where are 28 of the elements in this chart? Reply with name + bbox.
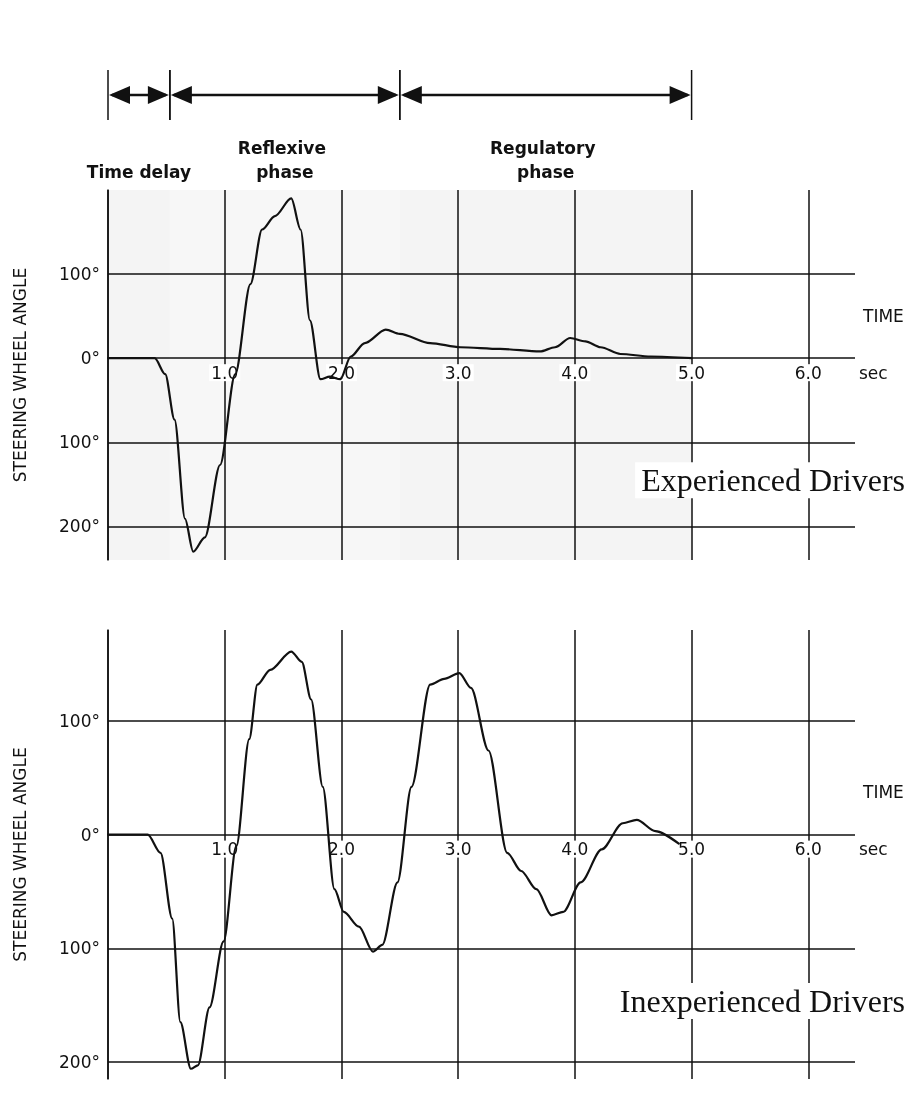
text: sec (859, 839, 888, 860)
y-tick-label: 0° (80, 824, 100, 845)
x-tick-label: 5.0 (678, 362, 706, 383)
x-tick-label: 6.0 (794, 362, 822, 383)
x-tick-label: 3.0 (444, 839, 472, 860)
band-label: Regulatory phase (490, 138, 602, 182)
x-axis-title: TIME (862, 782, 904, 803)
band-label: Time delay (86, 162, 192, 182)
y-tick-label: 200° (59, 516, 100, 537)
x-tick-label: 5.0 (678, 839, 706, 860)
text: sec (859, 362, 888, 383)
y-tick-label: 100° (59, 264, 100, 285)
x-tick-label: 6.0 (794, 839, 822, 860)
text: Experienced Drivers (641, 462, 905, 499)
y-axis-title: STEERING WHEEL ANGLE (9, 267, 30, 483)
x-axis-title: TIME (862, 305, 904, 326)
y-tick-label: 0° (80, 348, 100, 369)
y-axis-title: STEERING WHEEL ANGLE (9, 747, 30, 962)
band-label: Reflexive phase (237, 138, 332, 182)
x-tick-label: 3.0 (444, 362, 472, 383)
y-tick-label: 200° (59, 1051, 100, 1072)
x-tick-label: 2.0 (327, 839, 355, 860)
text: Inexperienced Drivers (619, 983, 905, 1020)
y-tick-label: 100° (59, 938, 100, 959)
y-tick-label: 100° (59, 710, 100, 731)
x-tick-label: 4.0 (561, 839, 589, 860)
y-tick-label: 100° (59, 432, 100, 453)
x-tick-label: 4.0 (561, 362, 589, 383)
